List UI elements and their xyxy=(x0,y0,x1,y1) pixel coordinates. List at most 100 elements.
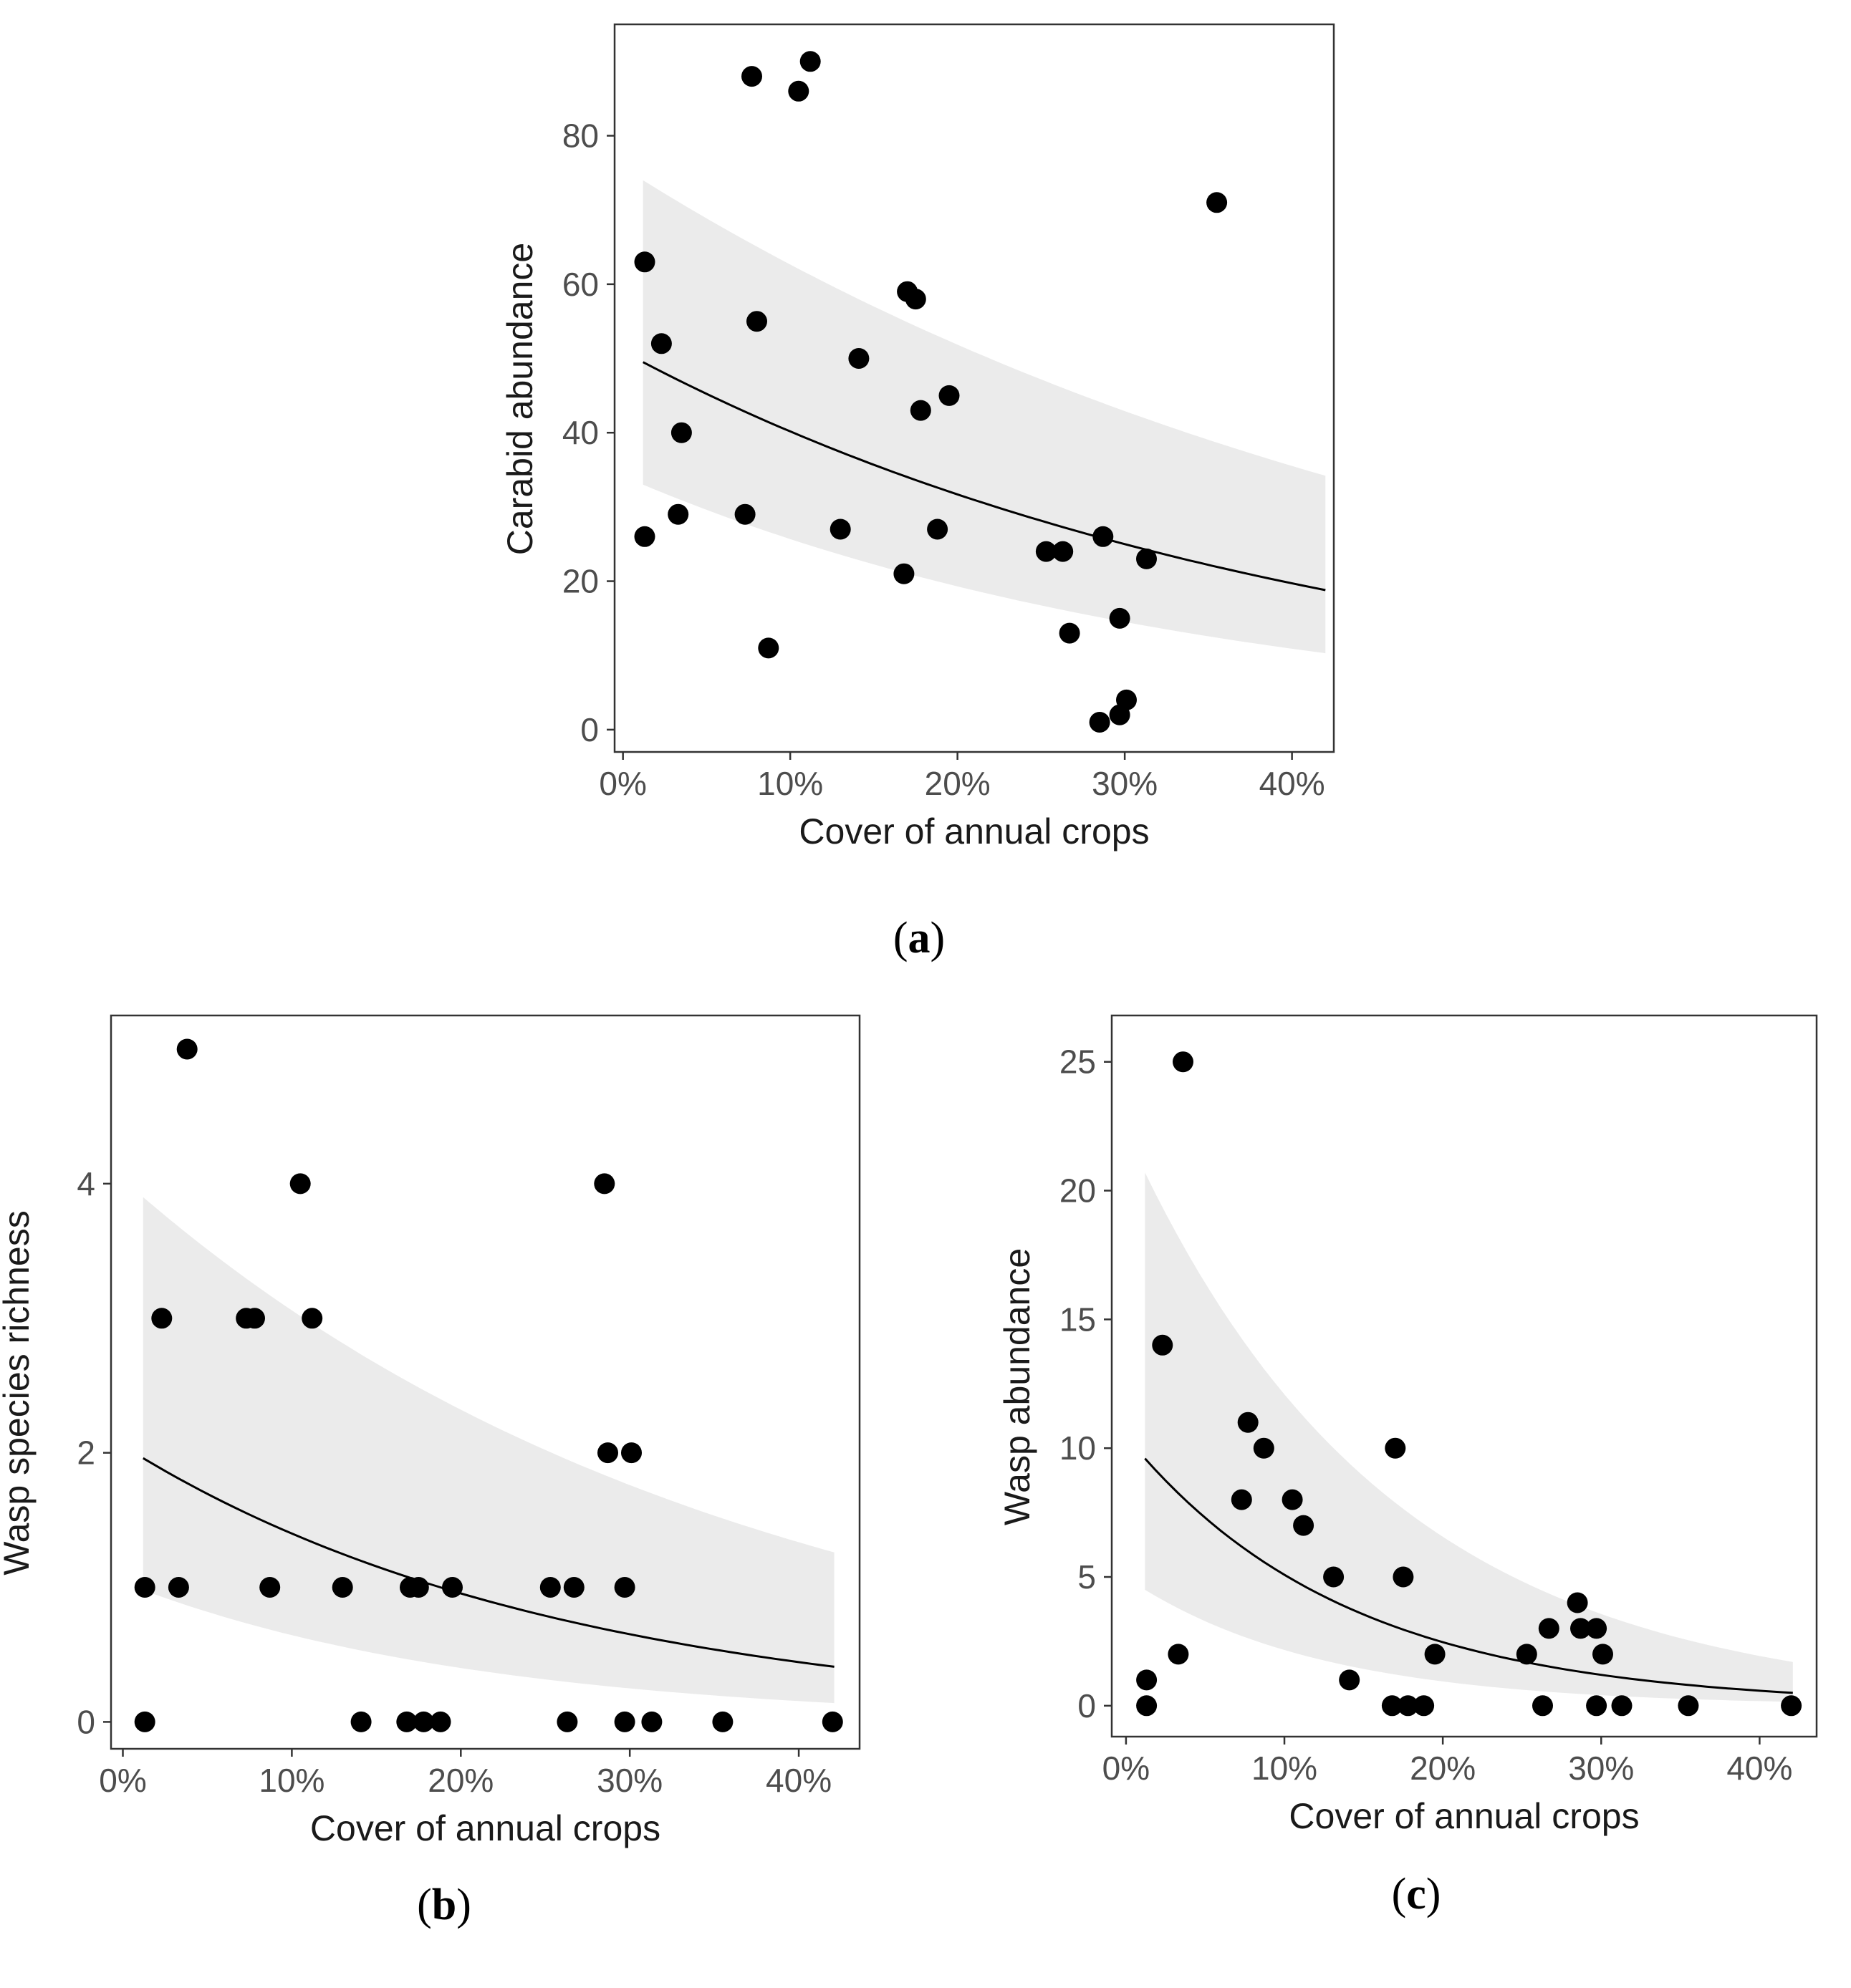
data-point xyxy=(1592,1644,1613,1665)
data-point xyxy=(1781,1695,1802,1717)
data-point xyxy=(1035,541,1057,562)
x-tick-label: 30% xyxy=(1092,765,1158,802)
x-tick-label: 30% xyxy=(597,1762,663,1799)
data-point xyxy=(650,333,672,354)
data-point xyxy=(1253,1437,1274,1459)
x-axis-title: Cover of annual crops xyxy=(310,1808,660,1848)
data-point xyxy=(1586,1618,1607,1639)
x-tick-label: 30% xyxy=(1568,1750,1634,1787)
data-point xyxy=(396,1711,418,1732)
panel-border xyxy=(1110,1014,1818,1738)
x-tick-label: 10% xyxy=(1251,1750,1317,1787)
data-point xyxy=(1206,192,1228,213)
x-tick-label: 20% xyxy=(925,765,991,802)
data-point xyxy=(1059,622,1080,644)
data-point xyxy=(350,1711,372,1732)
y-tick-label: 15 xyxy=(1059,1301,1096,1338)
panel-caption: (a) xyxy=(893,914,945,962)
data-point xyxy=(1109,607,1130,629)
panel-letter: b xyxy=(432,1881,456,1929)
y-tick-label: 20 xyxy=(1059,1172,1096,1210)
panel-border xyxy=(110,1014,861,1750)
y-tick-label: 2 xyxy=(77,1434,95,1472)
data-point xyxy=(1381,1695,1403,1717)
data-point xyxy=(1413,1695,1435,1717)
data-point xyxy=(938,385,960,406)
x-tick-label: 40% xyxy=(1726,1750,1792,1787)
x-tick-label: 40% xyxy=(766,1762,832,1799)
data-point xyxy=(442,1577,463,1598)
data-point xyxy=(1567,1592,1588,1613)
data-point xyxy=(734,503,756,525)
data-point xyxy=(668,503,689,525)
data-point xyxy=(1570,1618,1591,1639)
confidence-ribbon xyxy=(1145,1172,1793,1702)
data-point xyxy=(746,311,767,332)
data-point xyxy=(1586,1695,1607,1717)
data-point xyxy=(788,80,809,102)
data-point xyxy=(168,1577,189,1598)
x-tick-label: 40% xyxy=(1259,765,1325,802)
panel-caption: (c) xyxy=(1392,1870,1441,1919)
data-point xyxy=(1385,1437,1406,1459)
data-point xyxy=(1678,1695,1699,1717)
y-tick-label: 4 xyxy=(77,1165,95,1202)
x-axis-title: Cover of annual crops xyxy=(1289,1796,1639,1836)
data-point xyxy=(597,1442,618,1464)
data-point xyxy=(741,66,762,87)
data-point xyxy=(1092,526,1114,547)
data-point xyxy=(799,51,821,72)
panel-caption: (b) xyxy=(417,1881,471,1929)
y-tick-label: 5 xyxy=(1077,1558,1096,1596)
panel-a: 0% 10% 20% 30% 40% 0 20 40 60 80 Cover of annual c… xyxy=(500,23,1335,962)
data-point xyxy=(557,1711,578,1732)
data-point xyxy=(244,1308,265,1329)
data-point xyxy=(634,251,655,273)
data-point xyxy=(594,1173,615,1195)
data-point xyxy=(822,1711,843,1732)
data-point xyxy=(614,1711,635,1732)
data-point xyxy=(1398,1695,1418,1717)
y-tick-label: 25 xyxy=(1059,1043,1096,1081)
confidence-ribbon xyxy=(143,1197,835,1704)
y-tick-label: 40 xyxy=(562,414,599,451)
data-point xyxy=(1089,712,1110,733)
data-point xyxy=(848,348,870,369)
data-point xyxy=(830,518,851,540)
data-point xyxy=(1532,1695,1553,1717)
data-point xyxy=(1611,1695,1633,1717)
data-point xyxy=(1168,1644,1189,1665)
data-point xyxy=(1136,1669,1158,1691)
data-point xyxy=(1152,1334,1173,1356)
fit-line xyxy=(143,1457,835,1668)
data-point xyxy=(893,563,915,584)
data-point xyxy=(1323,1566,1345,1588)
data-point xyxy=(1516,1644,1537,1665)
data-point xyxy=(614,1577,635,1598)
confidence-ribbon xyxy=(643,180,1326,654)
y-tick-label: 60 xyxy=(562,266,599,303)
data-point xyxy=(134,1577,155,1598)
x-tick-label: 20% xyxy=(428,1762,494,1799)
data-point xyxy=(408,1577,429,1598)
fit-line xyxy=(1144,1457,1793,1694)
x-tick-label: 10% xyxy=(757,765,823,802)
data-point xyxy=(1231,1489,1252,1510)
data-point xyxy=(1282,1489,1303,1510)
data-point xyxy=(641,1711,663,1732)
data-point xyxy=(1393,1566,1414,1588)
data-point xyxy=(539,1577,561,1598)
panel-border xyxy=(613,23,1335,753)
data-point xyxy=(927,518,948,540)
data-point xyxy=(1424,1644,1446,1665)
data-point xyxy=(621,1442,642,1464)
data-point xyxy=(1173,1051,1193,1073)
data-point xyxy=(1293,1515,1314,1536)
y-axis-title: Wasp abundance xyxy=(997,1248,1037,1525)
x-axis-title: Cover of annual crops xyxy=(799,811,1149,851)
panel-letter: c xyxy=(1406,1870,1426,1919)
y-tick-label: 0 xyxy=(77,1703,95,1740)
x-tick-label: 0% xyxy=(99,1762,146,1799)
data-point xyxy=(634,526,655,547)
